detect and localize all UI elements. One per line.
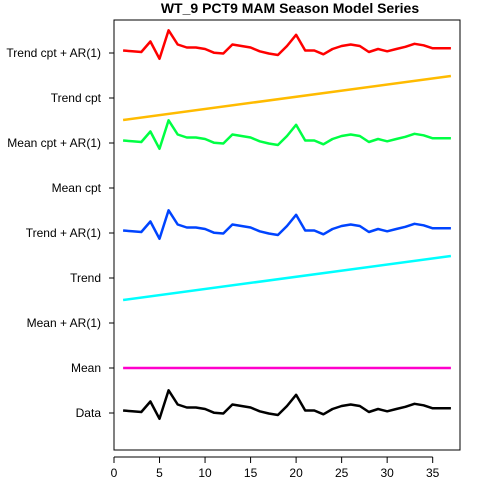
y-row-label: Trend <box>70 271 101 285</box>
x-tick-label: 30 <box>380 466 394 480</box>
y-row-label: Mean cpt + AR(1) <box>7 136 101 150</box>
series-line-trend-cpt-plus-ar-1 <box>122 29 451 61</box>
y-row-labels: Data Mean Mean + AR(1) Trend Trend + AR(1) Me… <box>6 46 114 420</box>
y-row-label: Trend + AR(1) <box>26 226 101 240</box>
y-row-label: Mean <box>71 361 101 375</box>
y-row-label: Trend cpt <box>51 91 102 105</box>
x-tick-label: 5 <box>156 466 163 480</box>
series-line-trend <box>122 254 452 302</box>
chart-title: WT_9 PCT9 MAM Season Model Series <box>161 0 419 16</box>
x-tick-label: 15 <box>244 466 258 480</box>
x-tick-label: 35 <box>426 466 440 480</box>
y-row-label: Trend cpt + AR(1) <box>6 46 101 60</box>
x-tick-label: 10 <box>198 466 212 480</box>
x-tick-label: 20 <box>289 466 303 480</box>
y-row-label: Data <box>76 406 102 420</box>
x-tick-label: 0 <box>111 466 118 480</box>
series-line-trend-cpt <box>122 74 452 122</box>
series-line-trend-plus-ar-1 <box>122 209 451 241</box>
y-row-label: Mean cpt <box>52 181 102 195</box>
series-line-data <box>122 389 451 421</box>
series-group <box>122 29 452 421</box>
y-row-label: Mean + AR(1) <box>27 316 101 330</box>
series-line-mean-cpt-plus-ar-1 <box>122 119 451 151</box>
x-tick-label: 25 <box>335 466 349 480</box>
x-axis: 0 5 10 15 20 25 30 35 <box>111 456 440 480</box>
plot-frame <box>113 19 461 451</box>
